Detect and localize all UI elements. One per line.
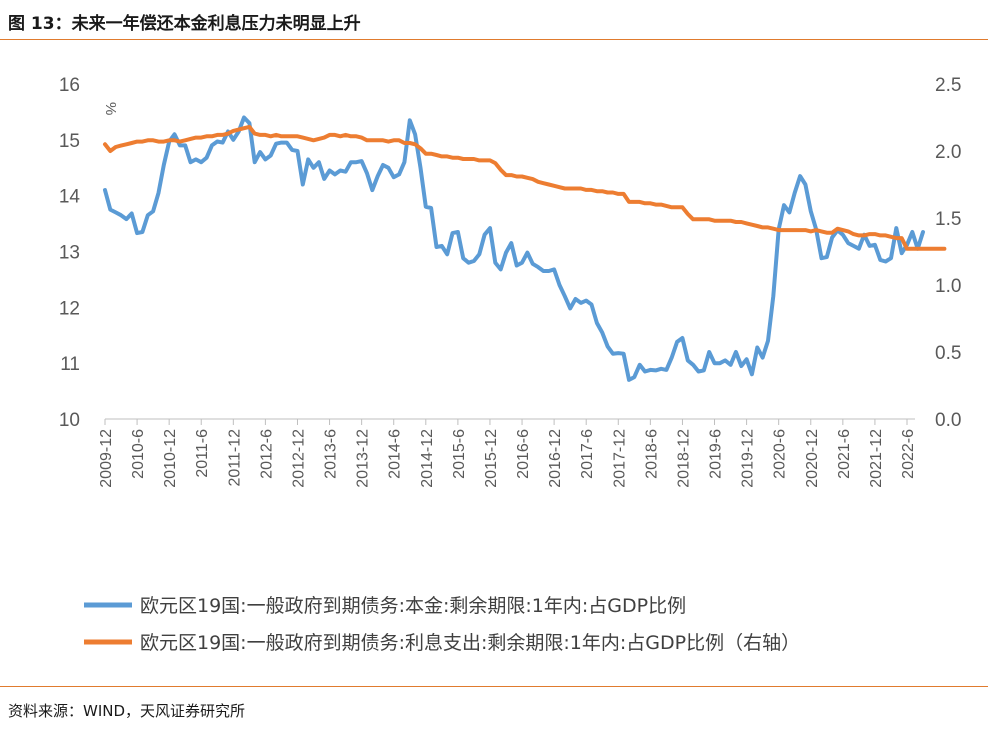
- y-tick-label: 11: [60, 354, 80, 375]
- x-tick-label: 2021-12: [868, 429, 885, 488]
- x-tick-label: 2012-12: [290, 429, 307, 488]
- x-tick-label: 2014-12: [419, 429, 436, 488]
- title-bar: 图 13：未来一年偿还本金利息压力未明显上升: [0, 0, 988, 40]
- left-y-axis: 10 11 12 13 14 15 16: [59, 75, 81, 431]
- series-line-principal: [103, 115, 925, 382]
- legend-label-principal: 欧元区19国:一般政府到期债务:本金:剩余期限:1年内:占GDP比例: [140, 595, 686, 617]
- top-divider: [0, 39, 988, 40]
- x-tick-label: 2017-12: [611, 429, 628, 488]
- x-tick-label: 2013-6: [323, 429, 340, 479]
- y-tick-label: 12: [59, 298, 80, 319]
- x-tick-label: 2020-6: [772, 429, 789, 479]
- x-tick-label: 2020-12: [804, 429, 821, 488]
- y2-tick-label: 0.5: [935, 343, 961, 364]
- y2-tick-label: 2.0: [935, 142, 961, 163]
- x-tick-label: 2009-12: [98, 429, 115, 488]
- y-unit-label: %: [102, 102, 119, 115]
- legend-label-interest: 欧元区19国:一般政府到期债务:利息支出:剩余期限:1年内:占GDP比例（右轴）: [140, 632, 800, 654]
- x-tick-label: 2012-6: [258, 429, 275, 479]
- x-tick-label: 2018-12: [675, 429, 692, 488]
- line-chart: 10 11 12 13 14 15 16 0.0 0.5 1.0 1.5 2.0 2.5 % 2009…: [59, 75, 962, 654]
- x-tick-label: 2014-6: [387, 429, 404, 479]
- x-tick-label: 2021-6: [836, 429, 853, 479]
- x-tick-label: 2018-6: [643, 429, 660, 479]
- source-note: 资料来源：WIND，天风证券研究所: [8, 702, 246, 720]
- legend: 欧元区19国:一般政府到期债务:本金:剩余期限:1年内:占GDP比例 欧元区19…: [84, 595, 800, 654]
- x-tick-label: 2010-12: [162, 429, 179, 488]
- y2-tick-label: 1.5: [935, 209, 961, 230]
- x-tick-label: 2022-6: [900, 429, 917, 479]
- x-axis-ticks: 2009-12 2010-6 2010-12 2011-6 2011-12 2012-6 2…: [98, 419, 917, 488]
- x-tick-label: 2015-12: [483, 429, 500, 488]
- bottom-divider: [0, 686, 988, 687]
- y-tick-label: 14: [59, 187, 81, 208]
- y-tick-label: 10: [59, 410, 80, 431]
- x-tick-label: 2013-12: [355, 429, 372, 488]
- x-tick-label: 2016-12: [547, 429, 564, 488]
- x-tick-label: 2015-6: [451, 429, 468, 479]
- series-lines: [103, 115, 947, 382]
- x-tick-label: 2016-6: [515, 429, 532, 479]
- x-tick-label: 2019-6: [708, 429, 725, 479]
- x-tick-label: 2011-6: [194, 429, 211, 478]
- y2-tick-label: 1.0: [935, 276, 961, 297]
- x-tick-label: 2010-6: [130, 429, 147, 479]
- y2-tick-label: 0.0: [935, 410, 961, 431]
- y2-tick-label: 2.5: [935, 75, 961, 96]
- y-tick-label: 16: [59, 75, 80, 96]
- series-line-interest: [103, 124, 947, 251]
- y-tick-label: 15: [59, 131, 80, 152]
- figure-title: 图 13：未来一年偿还本金利息压力未明显上升: [8, 14, 361, 34]
- right-y-axis: 0.0 0.5 1.0 1.5 2.0 2.5: [935, 75, 961, 431]
- x-tick-label: 2017-6: [579, 429, 596, 479]
- x-tick-label: 2019-12: [740, 429, 757, 488]
- x-tick-label: 2011-12: [226, 429, 243, 487]
- y-tick-label: 13: [59, 243, 80, 264]
